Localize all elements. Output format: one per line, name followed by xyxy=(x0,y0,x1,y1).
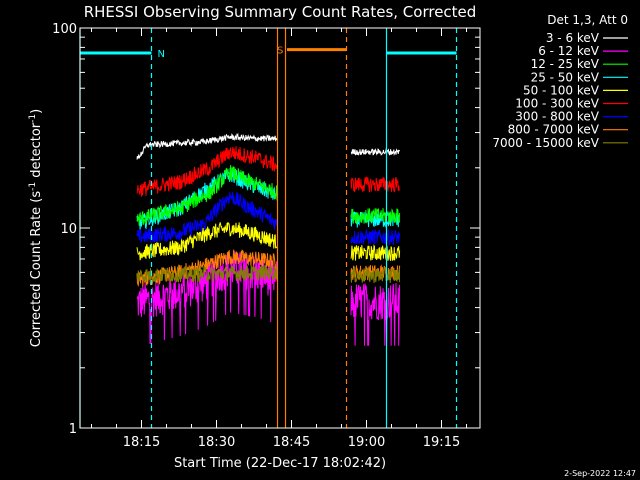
x-tick-label: 18:30 xyxy=(198,435,235,450)
series-trace-12-25-kev xyxy=(136,165,278,226)
legend-title: Det 1,3, Att 0 xyxy=(547,13,628,27)
y-tick-label: 10 xyxy=(60,222,77,237)
series-trace-50-100-kev xyxy=(350,244,401,262)
legend-label: 25 - 50 keV xyxy=(531,70,600,84)
legend-label: 7000 - 15000 keV xyxy=(492,136,599,150)
series-trace-300-800-kev xyxy=(136,191,278,244)
series-layer xyxy=(136,132,401,346)
y-axis-label: Corrected Count Rate (s-1 detector-1) xyxy=(28,109,44,347)
series-trace-300-800-kev xyxy=(350,229,401,247)
series-trace-100-300-kev xyxy=(136,146,278,197)
legend-label: 12 - 25 keV xyxy=(531,57,600,71)
x-axis-label: Start Time (22-Dec-17 18:02:42) xyxy=(174,456,386,471)
legend-label: 3 - 6 keV xyxy=(546,31,600,45)
series-trace-50-100-kev xyxy=(136,222,278,261)
legend-label: 800 - 7000 keV xyxy=(508,123,600,137)
series-trace-800-7000-kev xyxy=(136,249,278,287)
period-label-n: N xyxy=(158,49,165,60)
x-tick-label: 19:00 xyxy=(348,435,385,450)
axes-layer: 18:15 18:30 18:45 19:00 19:15 1 10 100 xyxy=(52,22,480,450)
series-trace-6-12-kev xyxy=(350,282,401,346)
y-axis-label-main: Corrected Count Rate (s xyxy=(29,191,44,348)
legend-label: 50 - 100 keV xyxy=(523,83,600,97)
x-tick-label: 18:15 xyxy=(123,435,160,450)
series-trace-3-6-kev xyxy=(136,132,278,160)
legend-label: 300 - 800 keV xyxy=(515,110,599,124)
series-trace-7000-15000-kev xyxy=(136,264,278,283)
series-trace-6-12-kev xyxy=(136,251,278,345)
y-axis-label-sup2: -1 xyxy=(28,114,38,123)
y-tick-label: 100 xyxy=(52,22,77,37)
y-axis-label-mid: detector xyxy=(29,122,44,182)
series-trace-100-300-kev xyxy=(350,176,400,193)
legend-label: 6 - 12 keV xyxy=(538,44,600,58)
y-tick-label: 1 xyxy=(69,422,77,437)
series-trace-12-25-kev xyxy=(350,207,401,224)
footer-date: 2-Sep-2022 12:47 xyxy=(564,469,636,478)
x-tick-label: 19:15 xyxy=(423,435,460,450)
y-axis-label-end: ) xyxy=(29,109,44,114)
legend-label: 100 - 300 keV xyxy=(515,97,599,111)
chart-title: RHESSI Observing Summary Count Rates, Co… xyxy=(84,3,477,21)
x-tick-label: 18:45 xyxy=(273,435,310,450)
series-trace-3-6-kev xyxy=(350,147,401,157)
y-axis-label-sup1: -1 xyxy=(28,182,38,191)
series-trace-7000-15000-kev xyxy=(350,265,401,284)
period-label-s: S xyxy=(277,46,283,57)
